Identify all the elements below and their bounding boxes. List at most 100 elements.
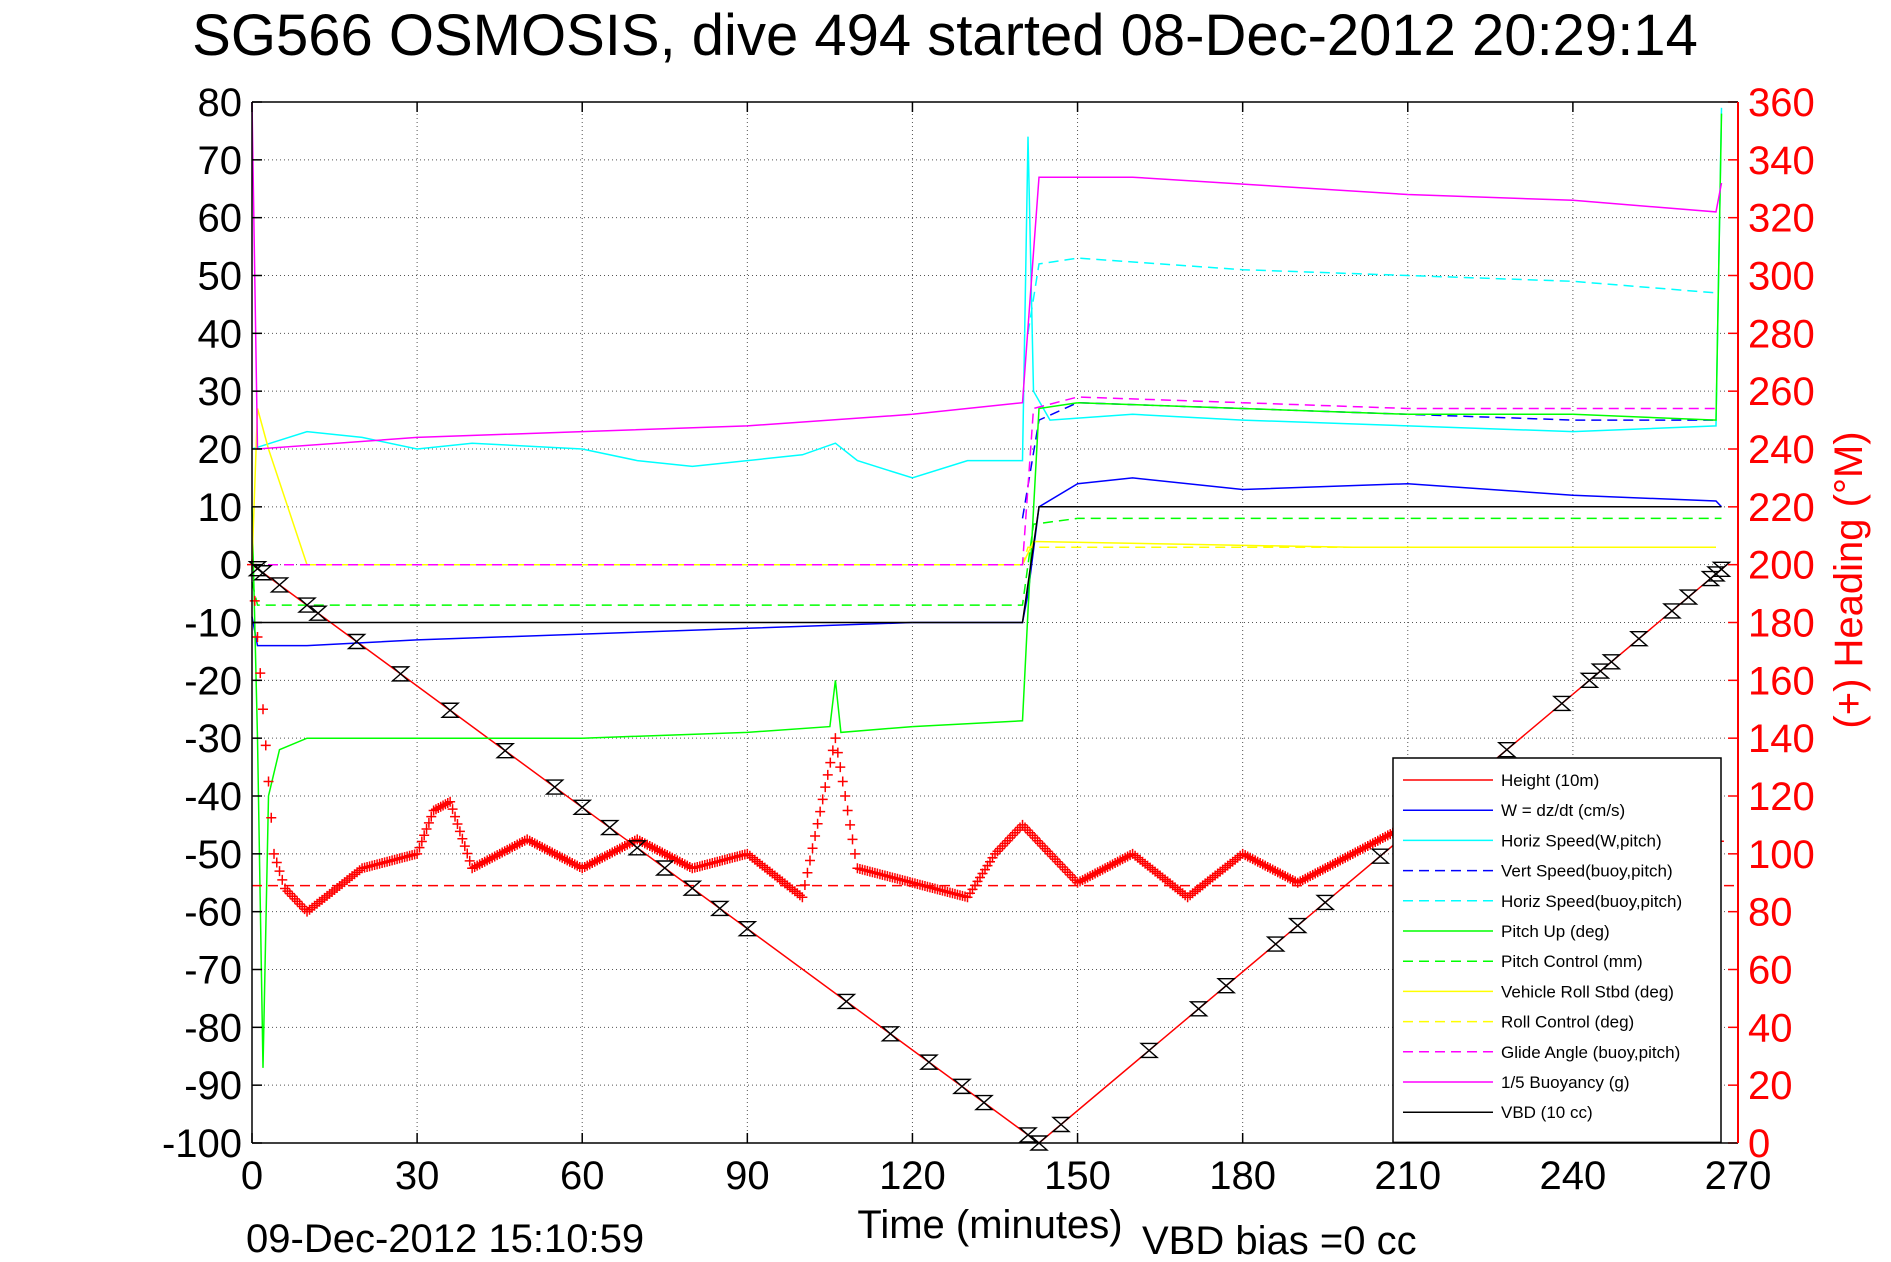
heading-marker — [467, 863, 478, 874]
x-tick-label: 60 — [560, 1154, 605, 1198]
heading-marker — [810, 831, 821, 842]
heading-marker — [652, 844, 663, 855]
legend: Height (10m) W = dz/dt (cm/s) Horiz Speed(… — [1392, 757, 1722, 1144]
heading-marker — [584, 859, 595, 870]
heading-marker — [849, 848, 860, 859]
heading-marker — [757, 860, 768, 871]
heading-marker — [542, 844, 553, 855]
heading-marker — [1217, 864, 1228, 875]
heading-marker — [517, 837, 528, 848]
y-tick-label: -70 — [184, 949, 242, 993]
y-tick-label: 10 — [198, 486, 243, 530]
y2-tick-label: 160 — [1748, 659, 1815, 703]
y2-tick-label: 360 — [1748, 81, 1815, 125]
heading-marker — [1270, 865, 1281, 876]
hourglass-marker — [836, 993, 857, 1010]
heading-marker — [659, 848, 670, 859]
y2-tick-label: 200 — [1748, 544, 1815, 588]
heading-marker — [1025, 827, 1036, 838]
heading-marker — [562, 855, 573, 866]
heading-marker — [835, 762, 846, 773]
heading-marker — [1080, 873, 1091, 884]
hourglass-marker — [1029, 1135, 1049, 1151]
heading-marker — [1082, 872, 1093, 883]
heading-marker — [1172, 884, 1183, 895]
heading-marker — [512, 839, 523, 850]
chart-title: SG566 OSMOSIS, dive 494 started 08-Dec-2… — [192, 3, 1698, 68]
heading-marker — [1377, 833, 1388, 844]
heading-marker — [1212, 868, 1223, 879]
heading-marker — [599, 851, 610, 862]
series-1-5-buoyancy-g — [251, 101, 1723, 450]
heading-marker — [263, 776, 274, 787]
heading-marker — [287, 891, 298, 902]
heading-marker — [532, 839, 543, 850]
heading-marker — [462, 848, 473, 859]
heading-marker — [1127, 848, 1138, 859]
heading-marker — [284, 888, 295, 899]
heading-marker — [1105, 860, 1116, 871]
heading-marker — [762, 864, 773, 875]
heading-marker — [1300, 873, 1311, 884]
y-tick-label: 30 — [198, 370, 243, 414]
heading-marker — [797, 892, 808, 903]
heading-marker — [1097, 864, 1108, 875]
heading-marker — [649, 843, 660, 854]
heading-marker — [426, 811, 437, 822]
heading-marker — [499, 846, 510, 857]
heading-marker — [474, 859, 485, 870]
heading-marker — [1365, 839, 1376, 850]
heading-marker — [307, 902, 318, 913]
hourglass-marker — [974, 1094, 994, 1111]
heading-marker — [416, 836, 427, 847]
hourglass-marker — [919, 1054, 939, 1070]
hourglass-marker — [1496, 742, 1517, 758]
heading-marker — [1350, 847, 1361, 858]
heading-marker — [619, 840, 630, 851]
heading-marker — [1187, 888, 1198, 899]
heading-marker — [1337, 854, 1348, 865]
heading-marker — [747, 852, 758, 863]
heading-marker — [414, 842, 425, 853]
heading-marker — [482, 855, 493, 866]
hourglass-marker — [1629, 630, 1649, 647]
heading-marker — [1155, 870, 1166, 881]
hourglass-marker — [737, 920, 758, 937]
heading-marker — [1012, 825, 1023, 836]
heading-marker — [317, 894, 328, 905]
heading-marker — [1037, 840, 1048, 851]
hourglass-marker — [1287, 917, 1308, 934]
legend-box — [1392, 757, 1722, 1144]
y-tick-label: -60 — [184, 891, 242, 935]
heading-marker — [662, 850, 673, 861]
heading-marker — [312, 898, 323, 909]
hourglass-marker — [572, 799, 593, 816]
series-horiz-speed-buoy-pitch — [1027, 257, 1717, 334]
heading-marker — [337, 879, 348, 890]
heading-marker — [812, 818, 823, 829]
heading-marker — [1055, 859, 1066, 870]
heading-marker — [754, 858, 765, 869]
heading-marker — [1345, 850, 1356, 861]
heading-marker — [815, 806, 826, 817]
heading-marker — [552, 850, 563, 861]
hourglass-marker — [1216, 977, 1237, 994]
heading-marker — [1335, 855, 1346, 866]
series-w-dz-dt-cm-s — [251, 477, 1723, 647]
heading-marker — [1282, 872, 1293, 883]
heading-marker — [494, 848, 505, 859]
series-pitch-control-mm — [251, 517, 1722, 606]
y-tick-label: 60 — [198, 197, 243, 241]
heading-marker — [772, 872, 783, 883]
heading-marker — [794, 890, 805, 901]
heading-marker — [1045, 848, 1056, 859]
heading-marker — [779, 878, 790, 889]
heading-marker — [609, 846, 620, 857]
heading-marker — [559, 854, 570, 865]
heading-marker — [627, 837, 638, 848]
heading-marker — [845, 819, 856, 830]
heading-marker — [1020, 822, 1031, 833]
heading-marker — [774, 874, 785, 885]
heading-marker — [752, 856, 763, 867]
